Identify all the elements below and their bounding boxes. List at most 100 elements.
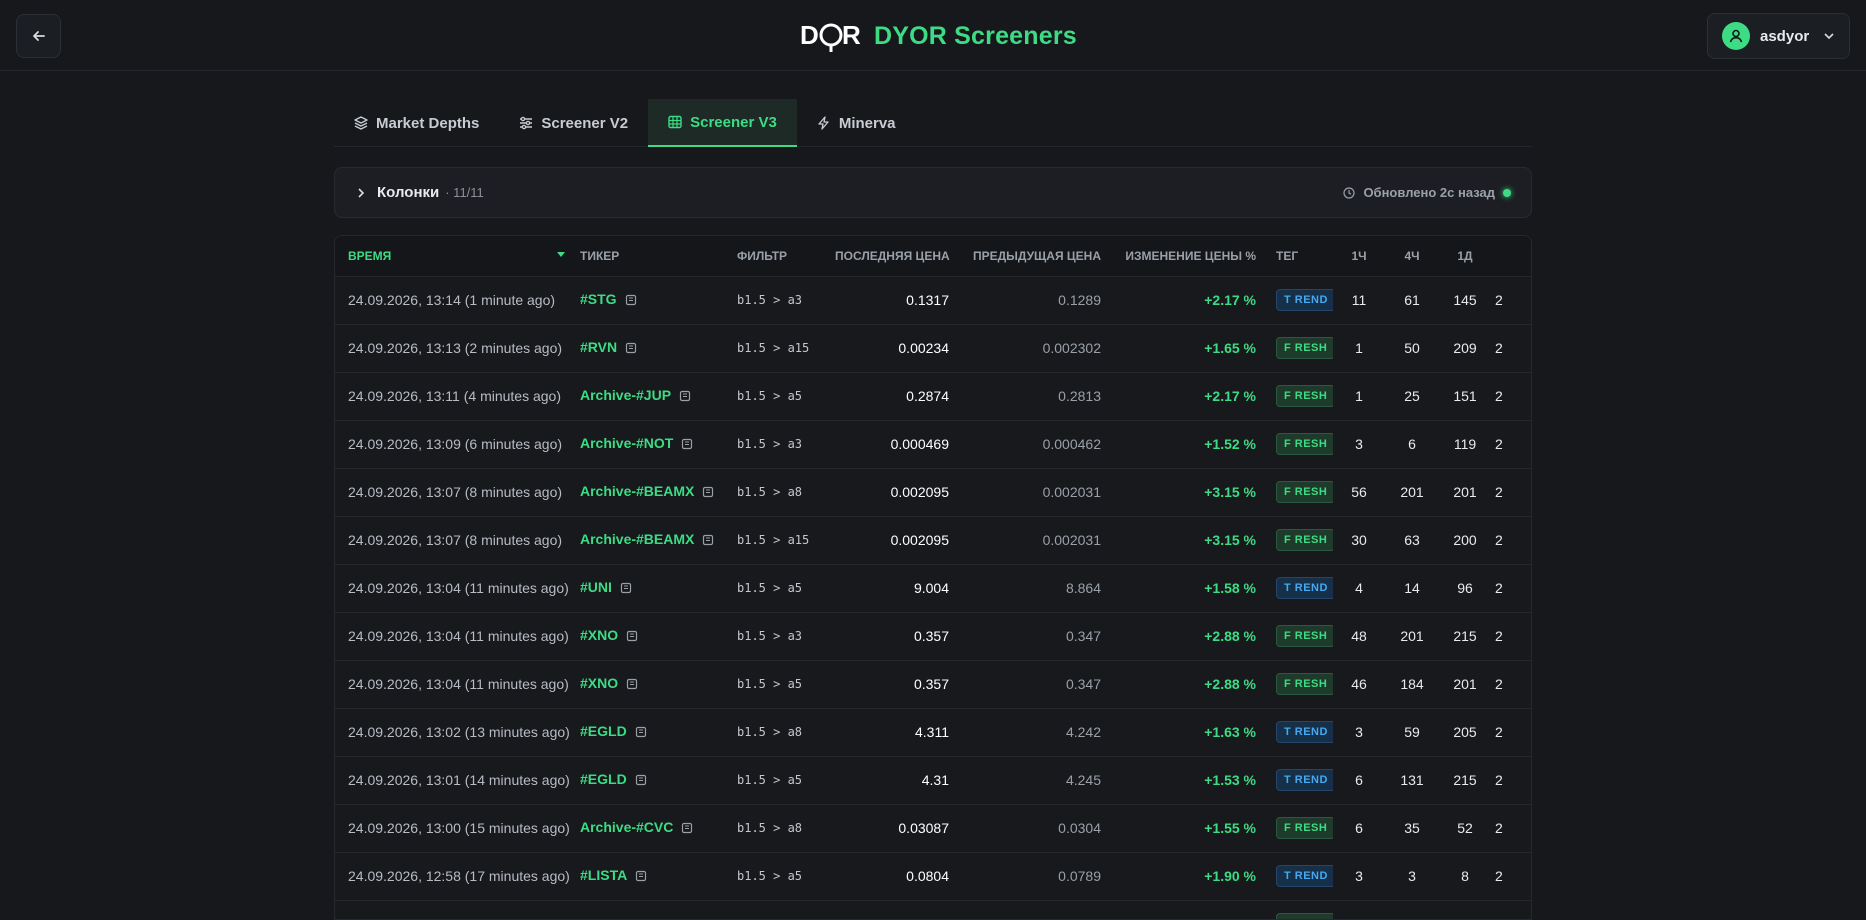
table-row[interactable]: 24.09.2026, 13:09 (6 minutes ago) Archive… [335, 420, 1531, 468]
ticker-link[interactable]: Archive-#JUP [580, 387, 672, 404]
table-row[interactable]: 24.09.2026, 13:07 (8 minutes ago) Archive… [335, 516, 1531, 564]
cell-ticker[interactable]: #UNI [576, 564, 733, 612]
columns-panel[interactable]: Колонки · 11/11 Обновлено 2с назад [334, 167, 1532, 218]
back-button[interactable] [16, 14, 61, 58]
copy-icon[interactable] [702, 533, 714, 549]
ticker-link[interactable]: #XNO [580, 627, 619, 644]
cell-1h: 48 [1351, 628, 1367, 644]
table-row[interactable]: 24.09.2026, 13:04 (11 minutes ago) #XNO b1… [335, 612, 1531, 660]
table-row[interactable]: 24.09.2026, 13:04 (11 minutes ago) #UNI b1… [335, 564, 1531, 612]
copy-icon[interactable] [625, 293, 637, 309]
tab-minerva[interactable]: Minerva [797, 99, 916, 147]
tab-screener-v3[interactable]: Screener V3 [648, 99, 797, 147]
cell-prev-price: 0.002302 [1042, 340, 1101, 356]
cell-time: 24.09.2026, 13:09 (6 minutes ago) [348, 436, 563, 452]
cell-ticker[interactable]: #EGLD [576, 756, 733, 804]
cell-ticker[interactable]: Archive-#NOT [576, 420, 733, 468]
cell-ticker[interactable]: #XNO [576, 612, 733, 660]
tab-screener-v2[interactable]: Screener V2 [499, 99, 648, 147]
cell-filter: b1.5 > a3 [737, 629, 803, 643]
cell-ticker[interactable]: #STG [576, 276, 733, 324]
col-header-1h[interactable]: 1ч [1351, 248, 1367, 263]
ticker-link[interactable]: #EGLD [580, 771, 627, 788]
cell-1h: 3 [1355, 724, 1363, 740]
table-row[interactable]: 24.09.2026, 13:04 (11 minutes ago) #XNO b1… [335, 660, 1531, 708]
copy-icon[interactable] [625, 341, 637, 357]
cell-price-change: +2.17 % [1204, 388, 1256, 404]
table-row[interactable]: 24.09.2026, 13:02 (13 minutes ago) #EGLD b… [335, 708, 1531, 756]
cell-ticker[interactable]: Archive-#BEAMX [576, 516, 733, 564]
copy-icon[interactable] [635, 869, 647, 885]
cell-filter [733, 900, 831, 919]
tag-badge: F RESH [1276, 673, 1333, 695]
cell-clipped: 2 [1495, 388, 1503, 404]
ticker-link[interactable]: Archive-#CVC [580, 819, 674, 836]
cell-ticker[interactable]: #LISTA [576, 852, 733, 900]
cell-filter: b1.5 > a15 [737, 533, 810, 547]
user-menu-button[interactable]: asdyor [1707, 13, 1850, 59]
ticker-link[interactable]: Archive-#BEAMX [580, 531, 695, 548]
cell-price-change: +1.52 % [1204, 436, 1256, 452]
table-row[interactable]: 24.09.2026, 13:07 (8 minutes ago) Archive… [335, 468, 1531, 516]
cell-1h [1333, 900, 1385, 919]
cell-clipped: 2 [1495, 820, 1503, 836]
cell-ticker[interactable]: Archive-#JUP [576, 372, 733, 420]
cell-filter: b1.5 > a5 [737, 869, 803, 883]
ticker-link[interactable]: #UNI [580, 579, 612, 596]
copy-icon[interactable] [626, 677, 638, 693]
col-header-1d[interactable]: 1д [1457, 248, 1473, 263]
table-row[interactable]: 24.09.2026, 12:58 (17 minutes ago) #LISTA… [335, 852, 1531, 900]
copy-icon[interactable] [681, 437, 693, 453]
ticker-link[interactable]: #RVN [580, 339, 618, 356]
table-row[interactable]: 24.09.2026, 13:01 (14 minutes ago) #EGLD b… [335, 756, 1531, 804]
cell-ticker[interactable]: #XNO [576, 660, 733, 708]
col-header-last-price[interactable]: Последняя цена [835, 248, 950, 263]
table-header-row: Время Тикер Фильтр Последняя цена Предыд… [335, 236, 1531, 276]
cell-clipped: 2 [1495, 340, 1503, 356]
cell-ticker[interactable]: #RVN [576, 324, 733, 372]
copy-icon[interactable] [635, 773, 647, 789]
cell-time: 24.09.2026, 13:04 (11 minutes ago) [348, 580, 569, 596]
ticker-link[interactable]: Archive-#NOT [580, 435, 674, 452]
ticker-link[interactable]: #STG [580, 291, 617, 308]
table-row[interactable]: F RESH [335, 900, 1531, 919]
columns-toggle[interactable]: Колонки [377, 184, 440, 201]
col-header-filter[interactable]: Фильтр [737, 248, 788, 263]
cell-ticker[interactable]: Archive-#BEAMX [576, 468, 733, 516]
col-header-ticker[interactable]: Тикер [580, 248, 620, 263]
col-header-time[interactable]: Время [335, 236, 576, 276]
cell-ticker[interactable]: #EGLD [576, 708, 733, 756]
cell-price-change: +1.55 % [1204, 820, 1256, 836]
table-row[interactable]: 24.09.2026, 13:00 (15 minutes ago) Archiv… [335, 804, 1531, 852]
copy-icon[interactable] [626, 629, 638, 645]
sliders-icon [520, 116, 533, 130]
col-header-prev-price[interactable]: Предыдущая цена [972, 248, 1101, 263]
ticker-link[interactable]: #LISTA [580, 867, 628, 884]
cell-ticker[interactable] [576, 900, 733, 919]
tab-label: Screener V2 [541, 114, 629, 132]
copy-icon[interactable] [679, 389, 691, 405]
copy-icon[interactable] [702, 485, 714, 501]
cell-price-change: +3.15 % [1204, 532, 1256, 548]
col-header-4h[interactable]: 4ч [1404, 248, 1420, 263]
ticker-link[interactable]: #XNO [580, 675, 619, 692]
tab-label: Minerva [838, 114, 896, 132]
cell-clipped [1491, 900, 1531, 919]
table-icon [668, 115, 682, 129]
tag-badge: F RESH [1276, 625, 1333, 647]
table-row[interactable]: 24.09.2026, 13:13 (2 minutes ago) #RVN b1.… [335, 324, 1531, 372]
col-header-price-change[interactable]: Изменение цены % [1125, 248, 1256, 263]
ticker-link[interactable]: #EGLD [580, 723, 627, 740]
tab-market-depths[interactable]: Market Depths [334, 99, 499, 147]
ticker-link[interactable]: Archive-#BEAMX [580, 483, 695, 500]
cell-ticker[interactable]: Archive-#CVC [576, 804, 733, 852]
svg-text:R: R [842, 20, 861, 50]
copy-icon[interactable] [681, 821, 693, 837]
col-header-tag[interactable]: Тег [1276, 248, 1299, 263]
cell-last-price [831, 900, 953, 919]
copy-icon[interactable] [635, 725, 647, 741]
copy-icon[interactable] [620, 581, 632, 597]
brand[interactable]: D R DYOR Screeners [800, 16, 1077, 56]
table-row[interactable]: 24.09.2026, 13:14 (1 minute ago) #STG b1.5… [335, 276, 1531, 324]
table-row[interactable]: 24.09.2026, 13:11 (4 minutes ago) Archive… [335, 372, 1531, 420]
